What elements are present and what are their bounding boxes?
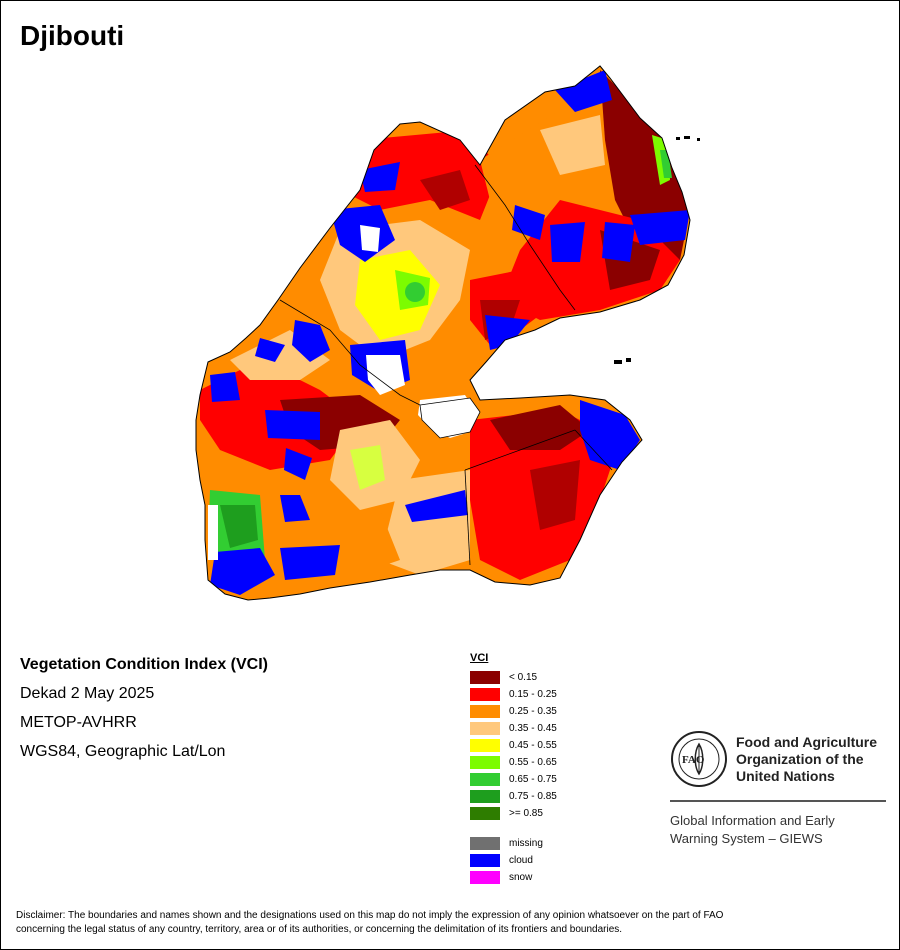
giews-line: Warning System – GIEWS	[670, 831, 823, 846]
legend-label: missing	[509, 838, 543, 849]
legend-item: cloud	[470, 852, 557, 869]
legend-label: cloud	[509, 855, 533, 866]
org-name-line: United Nations	[736, 767, 835, 784]
legend-label: 0.15 - 0.25	[509, 689, 557, 700]
legend-item: 0.15 - 0.25	[470, 686, 557, 703]
legend-swatch	[470, 756, 500, 769]
legend-item: 0.25 - 0.35	[470, 703, 557, 720]
legend-item: 0.35 - 0.45	[470, 720, 557, 737]
legend-swatch	[470, 739, 500, 752]
legend-swatch	[470, 722, 500, 735]
disclaimer: Disclaimer: The boundaries and names sho…	[16, 909, 886, 937]
legend-label: 0.65 - 0.75	[509, 774, 557, 785]
legend-swatch	[470, 671, 500, 684]
legend-swatch	[470, 773, 500, 786]
legend-label: 0.55 - 0.65	[509, 757, 557, 768]
index-title: Vegetation Condition Index (VCI)	[20, 656, 268, 673]
legend-label: 0.25 - 0.35	[509, 706, 557, 717]
org-name: Food and Agriculture Organization of the…	[736, 734, 877, 785]
map-canvas	[195, 65, 700, 601]
disclaimer-line: Disclaimer: The boundaries and names sho…	[16, 910, 724, 921]
legend-label: snow	[509, 872, 533, 883]
legend-item: 0.75 - 0.85	[470, 788, 557, 805]
legend: VCI < 0.15 0.15 - 0.25 0.25 - 0.35 0.35 …	[470, 652, 557, 886]
legend-item: 0.45 - 0.55	[470, 737, 557, 754]
legend-item: >= 0.85	[470, 805, 557, 822]
sensor-label: METOP-AVHRR	[20, 714, 137, 731]
period-label: Dekad 2 May 2025	[20, 685, 155, 702]
legend-swatch	[470, 854, 500, 867]
org-name-line: Organization of the	[736, 750, 864, 767]
legend-label: 0.45 - 0.55	[509, 740, 557, 751]
legend-swatch	[470, 837, 500, 850]
legend-item: missing	[470, 835, 557, 852]
giews-line: Global Information and Early	[670, 813, 835, 828]
fao-logo-icon: FAO	[671, 731, 727, 787]
giews-label: Global Information and Early Warning Sys…	[670, 812, 890, 848]
legend-swatch	[470, 790, 500, 803]
legend-label: 0.75 - 0.85	[509, 791, 557, 802]
legend-label: >= 0.85	[509, 808, 543, 819]
legend-title: VCI	[470, 652, 489, 664]
fao-branding: FAO Food and Agriculture Organization of…	[670, 730, 890, 848]
divider	[670, 800, 886, 802]
legend-item: 0.65 - 0.75	[470, 771, 557, 788]
legend-swatch	[470, 807, 500, 820]
vci-raster	[196, 66, 690, 600]
legend-swatch	[470, 688, 500, 701]
map-info: Vegetation Condition Index (VCI) Dekad 2…	[20, 656, 268, 772]
legend-label: 0.35 - 0.45	[509, 723, 557, 734]
projection-label: WGS84, Geographic Lat/Lon	[20, 743, 226, 760]
legend-swatch	[470, 871, 500, 884]
legend-label: < 0.15	[509, 672, 538, 683]
disclaimer-line: concerning the legal status of any count…	[16, 924, 623, 935]
legend-swatch	[470, 705, 500, 718]
vci-map	[195, 65, 700, 601]
legend-item: 0.55 - 0.65	[470, 754, 557, 771]
legend-item: snow	[470, 869, 557, 886]
fao-logo-text: FAO	[682, 754, 705, 766]
legend-item: < 0.15	[470, 669, 557, 686]
map-title: Djibouti	[20, 20, 125, 51]
org-name-line: Food and Agriculture	[736, 733, 878, 750]
